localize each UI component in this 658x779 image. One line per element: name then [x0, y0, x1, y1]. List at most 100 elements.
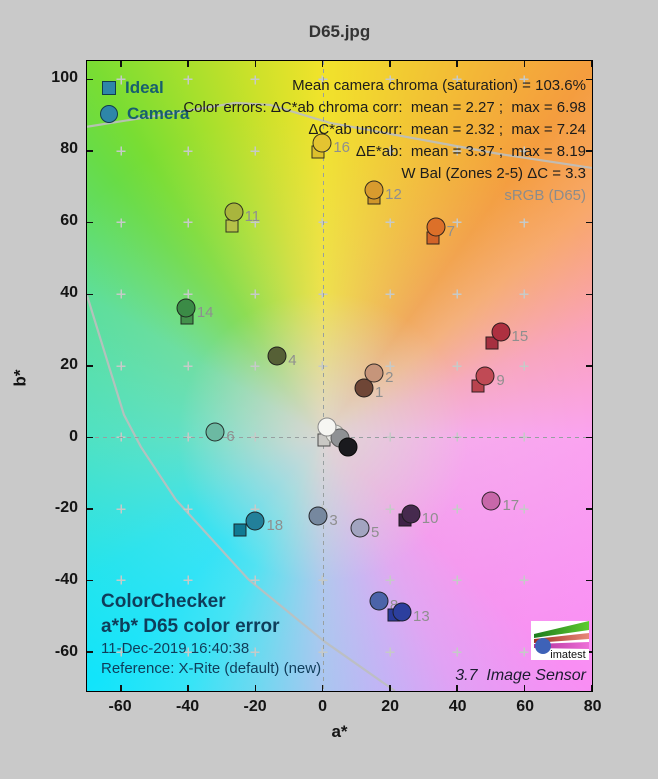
camera-marker — [312, 133, 332, 153]
grid-plus-mark — [452, 218, 462, 228]
grid-plus-mark — [183, 146, 193, 156]
y-tick — [87, 651, 93, 653]
patch-label: 16 — [333, 138, 351, 156]
grid-plus-mark — [452, 361, 462, 371]
x-axis-label: a* — [331, 722, 348, 741]
x-tick — [523, 61, 526, 67]
grid-plus-mark — [116, 146, 126, 156]
version-label: 3.7 Image Sensor — [455, 667, 586, 684]
logo-blue-dot — [535, 638, 551, 654]
patch-label: 14 — [196, 304, 214, 322]
grid-plus-mark — [452, 289, 462, 299]
patch-label: 2 — [385, 368, 394, 386]
grid-plus-mark — [183, 218, 193, 228]
y-tick — [586, 579, 592, 582]
annotation-delta-e: ΔE*ab: mean = 3.37 ; max = 8.19 — [355, 143, 586, 160]
y-tick — [87, 579, 93, 582]
y-tick — [87, 78, 93, 81]
x-tick — [321, 685, 324, 691]
grid-plus-mark — [519, 361, 529, 371]
grid-plus-mark — [452, 647, 462, 657]
y-tick — [586, 293, 592, 295]
annotation-white-balance: W Bal (Zones 2-5) ΔC = 3.3 — [401, 165, 586, 182]
y-tick — [87, 365, 93, 367]
x-tick — [389, 685, 391, 691]
grid-plus-mark — [385, 361, 395, 371]
info-date: 11-Dec-2019 16:40:38 — [101, 640, 250, 657]
grid-plus-mark — [250, 146, 260, 156]
grid-plus-mark — [250, 289, 260, 299]
x-tick-label: 40 — [448, 698, 467, 715]
legend-row-ideal: Ideal — [97, 75, 189, 101]
gamut-boundary-line — [87, 101, 592, 170]
annotation-chroma-corr: Color errors: ΔC*ab chroma corr: mean = … — [183, 99, 586, 116]
y-tick — [586, 508, 592, 510]
patch-label: 1 — [375, 383, 384, 401]
camera-marker — [475, 366, 495, 386]
y-tick-label: 60 — [60, 212, 78, 230]
y-tick-label: -40 — [54, 571, 78, 589]
x-tick — [254, 685, 257, 691]
x-tick — [120, 685, 122, 691]
y-tick — [586, 436, 592, 439]
camera-marker — [267, 346, 287, 366]
annotation-block: Mean camera chroma (saturation) = 103.6%… — [183, 75, 586, 207]
grid-plus-mark — [250, 575, 260, 585]
patch-label: 18 — [266, 517, 284, 535]
camera-marker — [350, 518, 370, 537]
grid-plus-mark — [385, 218, 395, 228]
grid-plus-mark — [116, 504, 126, 514]
grid-plus-mark — [519, 218, 529, 228]
camera-marker — [205, 422, 225, 442]
grid-plus-mark — [183, 504, 193, 514]
patch-label: 17 — [502, 496, 520, 514]
x-tick — [254, 61, 257, 67]
neutral-marker — [317, 417, 337, 437]
a-zero-dashed-line — [322, 61, 324, 691]
camera-marker-swatch — [100, 105, 118, 123]
info-title-plot-type: a*b* D65 color error — [101, 616, 280, 637]
grid-plus-mark — [116, 218, 126, 228]
y-tick-label: 20 — [60, 355, 78, 373]
grid-plus-mark — [250, 647, 260, 657]
annotation-colorspace: sRGB (D65) — [504, 187, 586, 204]
grid-plus-mark — [385, 146, 395, 156]
y-tick-label: 80 — [60, 140, 78, 158]
grid-plus-mark — [250, 218, 260, 228]
x-tick — [456, 685, 458, 691]
grid-plus-mark — [385, 75, 395, 85]
x-tick-label: -40 — [176, 698, 200, 715]
y-tick — [586, 150, 592, 152]
patch-label: 5 — [371, 523, 380, 541]
y-tick-label: -20 — [54, 499, 78, 517]
camera-marker — [354, 378, 374, 398]
legend: Ideal Camera — [97, 75, 189, 127]
x-tick — [187, 61, 189, 67]
logo-green-stripe — [534, 621, 589, 638]
y-tick — [87, 150, 93, 152]
grid-plus-mark — [385, 575, 395, 585]
x-tick-label: -60 — [108, 698, 132, 715]
legend-label-ideal: Ideal — [125, 78, 164, 97]
grid-plus-mark — [452, 75, 462, 85]
grid-plus-mark — [250, 75, 260, 85]
grid-plus-mark — [183, 647, 193, 657]
patch-label: 10 — [421, 509, 439, 527]
x-tick — [456, 61, 458, 67]
grid-plus-mark — [452, 146, 462, 156]
y-tick — [586, 651, 592, 653]
annotation-chroma-uncorr: ΔC*ab uncorr: mean = 2.32 ; max = 7.24 — [308, 121, 586, 138]
y-tick — [586, 365, 592, 367]
grid-plus-mark — [250, 361, 260, 371]
grid-plus-mark — [452, 504, 462, 514]
info-block: ColorChecker a*b* D65 color error 11-Dec… — [101, 589, 321, 679]
grid-plus-mark — [183, 361, 193, 371]
x-tick-label: 0 — [318, 698, 328, 715]
neutral-marker — [338, 437, 358, 457]
grid-plus-mark — [519, 75, 529, 85]
camera-marker — [369, 591, 389, 611]
camera-marker — [426, 217, 446, 237]
y-tick-label: 0 — [69, 427, 78, 445]
y-tick — [586, 221, 592, 224]
